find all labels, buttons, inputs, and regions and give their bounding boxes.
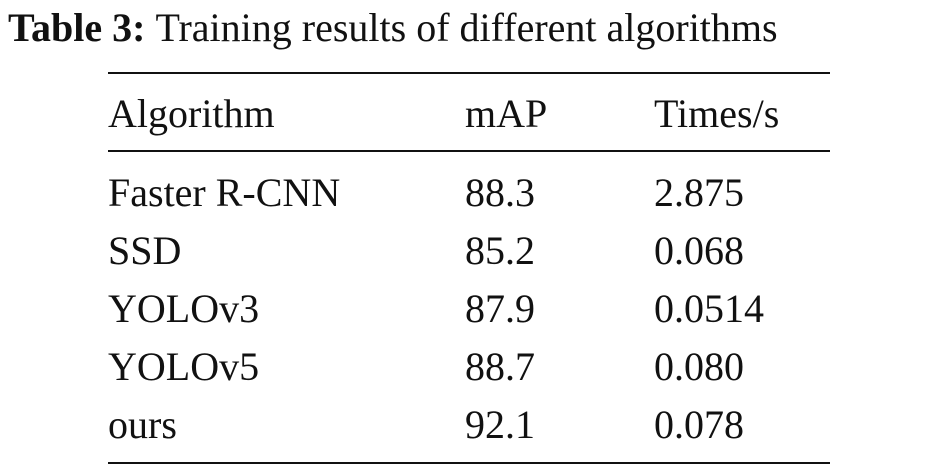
- header-rule: [108, 150, 830, 152]
- table-row: SSD 85.2 0.068: [108, 222, 830, 280]
- table-row: YOLOv5 88.7 0.080: [108, 338, 830, 396]
- table-row: Faster R-CNN 88.3 2.875: [108, 164, 830, 222]
- table-header-row: Algorithm mAP Times/s: [108, 74, 830, 150]
- cell-times: 0.080: [654, 344, 744, 389]
- cell-map: 88.3: [465, 170, 535, 215]
- table-body: Faster R-CNN 88.3 2.875 SSD 85.2 0.068 Y…: [108, 152, 830, 462]
- bottom-rule: [108, 462, 830, 464]
- cell-times: 0.078: [654, 402, 744, 447]
- cell-algorithm: YOLOv5: [108, 344, 260, 389]
- table-row: ours 92.1 0.078: [108, 396, 830, 454]
- table-title: Training results of different algorithms: [155, 5, 778, 50]
- cell-algorithm: YOLOv3: [108, 286, 260, 331]
- cell-times: 0.0514: [654, 286, 764, 331]
- header-map: mAP: [465, 91, 548, 136]
- header-algorithm: Algorithm: [108, 91, 275, 136]
- cell-map: 92.1: [465, 402, 535, 447]
- top-rule: [108, 72, 830, 74]
- header-times: Times/s: [654, 91, 780, 136]
- cell-times: 0.068: [654, 228, 744, 273]
- table-number-label: Table 3:: [8, 5, 146, 50]
- table-caption: Table 3: Training results of different al…: [8, 0, 778, 56]
- cell-map: 88.7: [465, 344, 535, 389]
- cell-times: 2.875: [654, 170, 744, 215]
- cell-algorithm: ours: [108, 402, 177, 447]
- cell-algorithm: Faster R-CNN: [108, 170, 341, 215]
- cell-map: 87.9: [465, 286, 535, 331]
- results-table: Algorithm mAP Times/s Faster R-CNN 88.3 …: [108, 72, 830, 464]
- cell-map: 85.2: [465, 228, 535, 273]
- cell-algorithm: SSD: [108, 228, 182, 273]
- table-row: YOLOv3 87.9 0.0514: [108, 280, 830, 338]
